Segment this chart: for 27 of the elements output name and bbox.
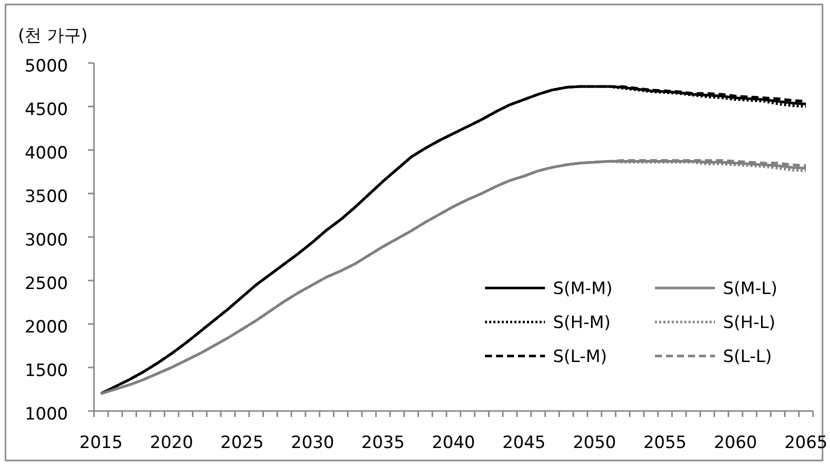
x-tick-label: 2030 (290, 433, 334, 453)
y-tick-label: 3500 (24, 187, 68, 207)
y-tick-label: 4000 (24, 144, 68, 164)
y-tick-label: 2000 (24, 318, 68, 338)
legend-label: S(M-L) (723, 279, 778, 299)
x-tick-label: 2060 (714, 433, 758, 453)
legend-label: S(H-L) (723, 313, 776, 333)
y-axis-title: (천 가구) (18, 26, 88, 46)
legend-label: S(H-M) (553, 313, 611, 333)
legend-label: S(L-M) (553, 347, 608, 367)
y-tick-label: 1000 (24, 404, 68, 424)
x-tick-label: 2045 (502, 433, 546, 453)
x-tick-label: 2040 (432, 433, 476, 453)
y-tick-label: 1500 (24, 361, 68, 381)
y-tick-label: 2500 (24, 274, 68, 294)
y-tick-label: 3000 (24, 230, 68, 250)
y-tick-label: 5000 (24, 56, 68, 76)
legend-label: S(L-L) (723, 347, 772, 367)
y-tick-label: 4500 (24, 100, 68, 120)
x-tick-label: 2015 (79, 433, 123, 453)
x-tick-label: 2055 (643, 433, 687, 453)
x-tick-label: 2065 (784, 433, 828, 453)
legend-label: S(M-M) (553, 279, 613, 299)
x-tick-label: 2050 (572, 433, 616, 453)
x-tick-label: 2025 (220, 433, 264, 453)
x-tick-label: 2035 (361, 433, 405, 453)
x-tick-label: 2020 (150, 433, 194, 453)
